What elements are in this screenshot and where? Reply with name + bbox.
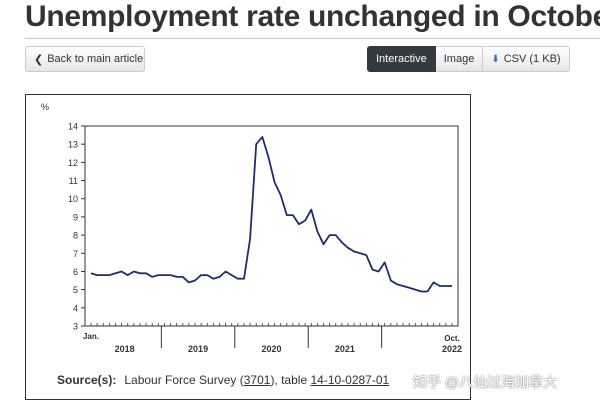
y-tick-label: 8 xyxy=(73,231,78,241)
y-tick-label: 6 xyxy=(73,267,78,277)
y-axis-unit: % xyxy=(41,102,49,112)
y-tick-label: 12 xyxy=(68,158,78,168)
title-divider xyxy=(25,38,600,39)
csv-download-button[interactable]: ⬇ CSV (1 KB) xyxy=(483,46,570,72)
tab-interactive[interactable]: Interactive xyxy=(367,46,436,72)
plot-area xyxy=(84,125,459,327)
x-year-label: 2021 xyxy=(335,344,355,354)
x-end-year-label: 2022 xyxy=(442,344,462,354)
unemployment-rate-line xyxy=(90,136,452,293)
y-tick-label: 14 xyxy=(68,122,78,132)
table-link[interactable]: 14-10-0287-01 xyxy=(310,373,390,387)
y-tick-label: 7 xyxy=(73,249,78,259)
back-button-label: Back to main article xyxy=(47,53,144,65)
x-year-label: 2020 xyxy=(261,344,281,354)
chevron-left-icon: ❮ xyxy=(34,53,44,66)
page-title: Unemployment rate unchanged in October xyxy=(25,0,600,33)
chart-source: Source(s): Labour Force Survey (3701), ta… xyxy=(57,373,390,387)
x-start-label: Jan. xyxy=(83,332,99,341)
watermark: 知乎 @八仙过海加拿大 xyxy=(413,374,558,390)
y-tick-label: 5 xyxy=(73,285,78,295)
back-to-article-button[interactable]: ❮ Back to main article xyxy=(25,46,145,72)
view-toggle-group: Interactive Image ⬇ CSV (1 KB) xyxy=(367,46,570,72)
download-icon: ⬇ xyxy=(491,53,500,65)
y-tick-label: 11 xyxy=(69,176,78,186)
y-tick-label: 13 xyxy=(68,140,78,150)
x-year-label: 2018 xyxy=(115,344,135,354)
y-tick-label: 3 xyxy=(73,322,78,332)
x-end-label: Oct. xyxy=(444,334,460,343)
tab-image[interactable]: Image xyxy=(435,46,484,72)
y-tick-label: 4 xyxy=(73,303,78,313)
y-tick-label: 10 xyxy=(68,194,78,204)
unemployment-line-chart: 3 4 5 6 7 8 9 10 11 12 13 14% 2018 2019 2020 2021 Jan. Oc… xyxy=(41,102,462,354)
y-tick-label: 9 xyxy=(73,212,78,222)
survey-link[interactable]: 3701 xyxy=(243,373,271,387)
x-year-label: 2019 xyxy=(188,344,208,354)
